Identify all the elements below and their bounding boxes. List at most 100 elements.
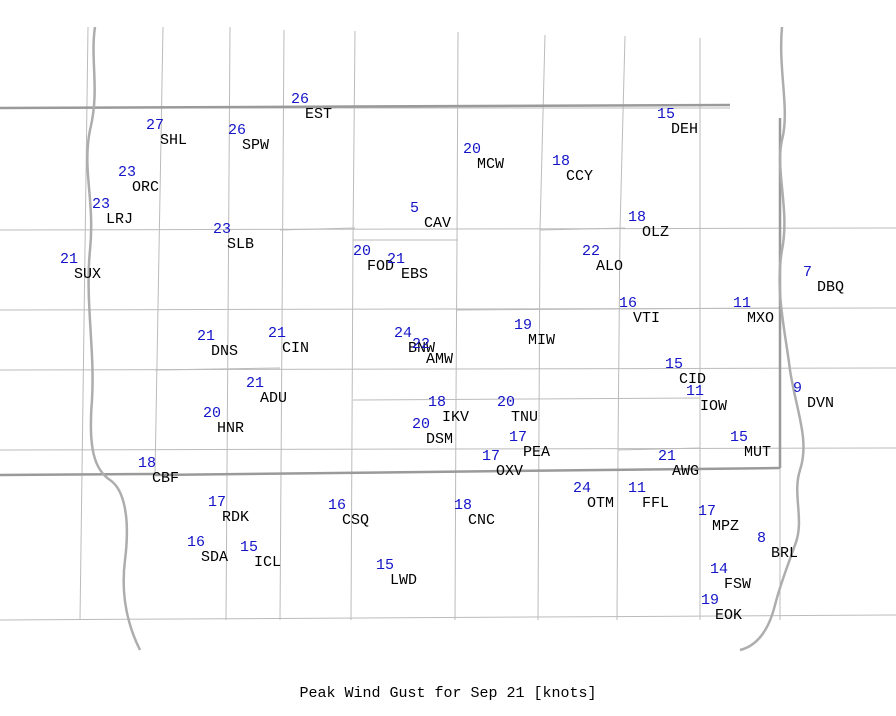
gust-value-sux: 21 — [60, 252, 101, 267]
station-code-otm: OTM — [587, 496, 614, 511]
gust-value-dsm: 20 — [412, 417, 453, 432]
station-label-sda: 16 SDA — [187, 535, 228, 565]
station-label-cbf: 18 CBF — [138, 456, 179, 486]
station-code-cbf: CBF — [152, 471, 179, 486]
station-code-amw: AMW — [426, 352, 453, 367]
station-label-slb: 23 SLB — [213, 222, 254, 252]
station-code-cav: CAV — [424, 216, 451, 231]
station-label-lwd: 15 LWD — [376, 558, 417, 588]
station-code-pea: PEA — [523, 445, 550, 460]
station-label-dns: 21 DNS — [197, 329, 238, 359]
gust-value-ebs: 21 — [387, 252, 428, 267]
gust-value-slb: 23 — [213, 222, 254, 237]
station-code-iow: IOW — [700, 399, 727, 414]
station-code-mpz: MPZ — [712, 519, 739, 534]
gust-value-cin: 21 — [268, 326, 309, 341]
gust-value-olz: 18 — [628, 210, 669, 225]
gust-value-oxv: 17 — [482, 449, 523, 464]
gust-value-ccy: 18 — [552, 154, 593, 169]
station-label-fsw: 14 FSW — [710, 562, 751, 592]
gust-value-cid: 15 — [665, 357, 706, 372]
station-code-sda: SDA — [201, 550, 228, 565]
gust-value-pea: 17 — [509, 430, 550, 445]
gust-value-dvn: 9 — [793, 381, 834, 396]
gust-value-adu: 21 — [246, 376, 287, 391]
station-label-cav: 5 CAV — [410, 201, 451, 231]
station-label-iow: 11 IOW — [686, 384, 727, 414]
gust-value-tnu: 20 — [497, 395, 538, 410]
gust-value-dns: 21 — [197, 329, 238, 344]
station-label-spw: 26 SPW — [228, 123, 269, 153]
station-code-orc: ORC — [132, 180, 159, 195]
station-label-olz: 18 OLZ — [628, 210, 669, 240]
gust-value-fsw: 14 — [710, 562, 751, 577]
station-label-alo: 22 ALO — [582, 244, 623, 274]
station-label-dsm: 20 DSM — [412, 417, 453, 447]
station-code-cin: CIN — [282, 341, 309, 356]
gust-value-alo: 22 — [582, 244, 623, 259]
station-code-ebs: EBS — [401, 267, 428, 282]
station-label-lrj: 23 LRJ — [92, 197, 133, 227]
station-code-sux: SUX — [74, 267, 101, 282]
gust-value-brl: 8 — [757, 531, 798, 546]
station-code-mxo: MXO — [747, 311, 774, 326]
gust-value-awg: 21 — [658, 449, 699, 464]
gust-value-amw: 22 — [412, 337, 453, 352]
station-label-ccy: 18 CCY — [552, 154, 593, 184]
gust-value-sda: 16 — [187, 535, 228, 550]
gust-value-ikv: 18 — [428, 395, 469, 410]
station-code-csq: CSQ — [342, 513, 369, 528]
station-label-brl: 8 BRL — [757, 531, 798, 561]
station-code-tnu: TNU — [511, 410, 538, 425]
station-label-tnu: 20 TNU — [497, 395, 538, 425]
station-code-lrj: LRJ — [106, 212, 133, 227]
station-label-deh: 15 DEH — [657, 107, 698, 137]
station-label-dbq: 7 DBQ — [803, 265, 844, 295]
station-label-cnc: 18 CNC — [454, 498, 495, 528]
gust-value-deh: 15 — [657, 107, 698, 122]
station-code-shl: SHL — [160, 133, 187, 148]
gust-value-cav: 5 — [410, 201, 451, 216]
station-code-fsw: FSW — [724, 577, 751, 592]
gust-value-dbq: 7 — [803, 265, 844, 280]
station-code-dsm: DSM — [426, 432, 453, 447]
gust-value-vti: 16 — [619, 296, 660, 311]
station-label-mpz: 17 MPZ — [698, 504, 739, 534]
station-label-orc: 23 ORC — [118, 165, 159, 195]
station-label-dvn: 9 DVN — [793, 381, 834, 411]
gust-value-iow: 11 — [686, 384, 727, 399]
station-label-rdk: 17 RDK — [208, 495, 249, 525]
station-code-cnc: CNC — [468, 513, 495, 528]
wind-gust-map: 27 SHL 26 SPW 26 EST 23 ORC 23 LRJ 23 SLB 21 SUX 20 MCW… — [0, 0, 896, 716]
station-label-hnr: 20 HNR — [203, 406, 244, 436]
station-code-dvn: DVN — [807, 396, 834, 411]
gust-value-cnc: 18 — [454, 498, 495, 513]
chart-title: Peak Wind Gust for Sep 21 [knots] — [0, 685, 896, 702]
station-label-cin: 21 CIN — [268, 326, 309, 356]
station-code-deh: DEH — [671, 122, 698, 137]
gust-value-orc: 23 — [118, 165, 159, 180]
gust-value-otm: 24 — [573, 481, 614, 496]
gust-value-est: 26 — [291, 92, 332, 107]
gust-value-csq: 16 — [328, 498, 369, 513]
gust-value-lwd: 15 — [376, 558, 417, 573]
station-code-mcw: MCW — [477, 157, 504, 172]
station-code-hnr: HNR — [217, 421, 244, 436]
gust-value-icl: 15 — [240, 540, 281, 555]
station-label-shl: 27 SHL — [146, 118, 187, 148]
station-code-rdk: RDK — [222, 510, 249, 525]
station-label-ebs: 21 EBS — [387, 252, 428, 282]
station-label-miw: 19 MIW — [514, 318, 555, 348]
gust-value-rdk: 17 — [208, 495, 249, 510]
station-label-oxv: 17 OXV — [482, 449, 523, 479]
gust-value-mxo: 11 — [733, 296, 774, 311]
station-label-mxo: 11 MXO — [733, 296, 774, 326]
station-code-alo: ALO — [596, 259, 623, 274]
station-code-spw: SPW — [242, 138, 269, 153]
station-code-ccy: CCY — [566, 169, 593, 184]
station-code-slb: SLB — [227, 237, 254, 252]
station-label-adu: 21 ADU — [246, 376, 287, 406]
station-label-eok: 19 EOK — [701, 593, 742, 623]
station-label-mcw: 20 MCW — [463, 142, 504, 172]
station-code-est: EST — [305, 107, 332, 122]
